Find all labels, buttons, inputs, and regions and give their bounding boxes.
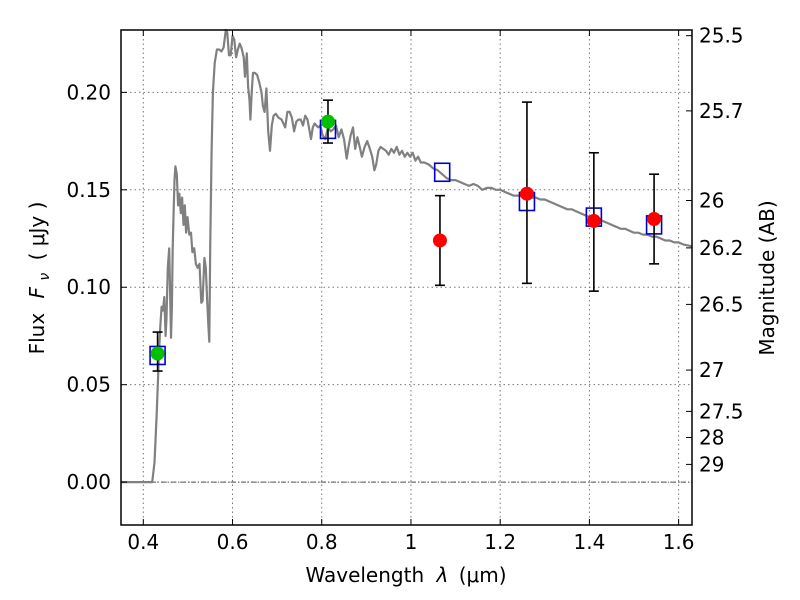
observed-point <box>647 212 662 227</box>
magnitude-tick-label: 28 <box>699 425 724 449</box>
y-axis-label-symbol: F <box>25 286 49 298</box>
y-tick-label: 0.05 <box>66 373 111 397</box>
y-tick-label: 0.15 <box>66 178 111 202</box>
x-tick-label: 0.4 <box>127 530 159 554</box>
x-axis-label-prefix: Wavelength <box>305 563 424 587</box>
x-axis-label: Wavelength λ (μm) <box>305 563 506 587</box>
magnitude-tick-label: 27 <box>699 358 724 382</box>
model-photometry-square <box>433 162 451 183</box>
magnitude-tick-label: 27.5 <box>699 399 744 423</box>
y-axis-label-unit: ( μJy ) <box>25 202 49 261</box>
y-tick-label: 0.00 <box>66 470 111 494</box>
x-axis-label-symbol: λ <box>436 563 449 587</box>
x-tick-label: 1 <box>405 530 418 554</box>
magnitude-tick-label: 26.5 <box>699 292 744 316</box>
plot-frame <box>120 29 693 526</box>
magnitude-tick-label: 26 <box>699 189 724 213</box>
detection-point <box>320 114 335 129</box>
observed-point <box>519 186 534 201</box>
x-tick-label: 1.6 <box>663 530 695 554</box>
tick-layer: 0.4 0.6 0.8 1 1.2 1.4 1.6 0.00 0.05 0.10 0.15 0.20 2… <box>66 24 743 554</box>
x-axis-label-unit: (μm) <box>459 563 507 587</box>
y-tick-label: 0.10 <box>66 275 111 299</box>
magnitude-tick-label: 26.2 <box>699 236 744 260</box>
y-tick-label: 0.20 <box>66 80 111 104</box>
observed-point <box>586 213 601 228</box>
magnitude-tick-label: 25.5 <box>699 24 744 48</box>
grid-layer <box>121 30 692 525</box>
model-sed-line <box>121 28 693 484</box>
x-tick-label: 1.4 <box>573 530 605 554</box>
y-axis-label-subscript: ν <box>37 273 53 281</box>
magnitude-tick-label: 25.7 <box>699 99 744 123</box>
magnitude-tick-label: 29 <box>699 452 724 476</box>
y-axis-label: Flux F ν ( μJy ) <box>25 202 54 355</box>
x-tick-label: 1.2 <box>484 530 516 554</box>
y2-axis-label: Magnitude (AB) <box>755 200 779 355</box>
detection-point <box>150 346 165 361</box>
observed-point <box>432 233 447 248</box>
x-tick-label: 0.8 <box>306 530 338 554</box>
y-axis-label-prefix: Flux <box>25 313 49 355</box>
data-layer <box>121 28 693 484</box>
x-tick-label: 0.6 <box>217 530 249 554</box>
